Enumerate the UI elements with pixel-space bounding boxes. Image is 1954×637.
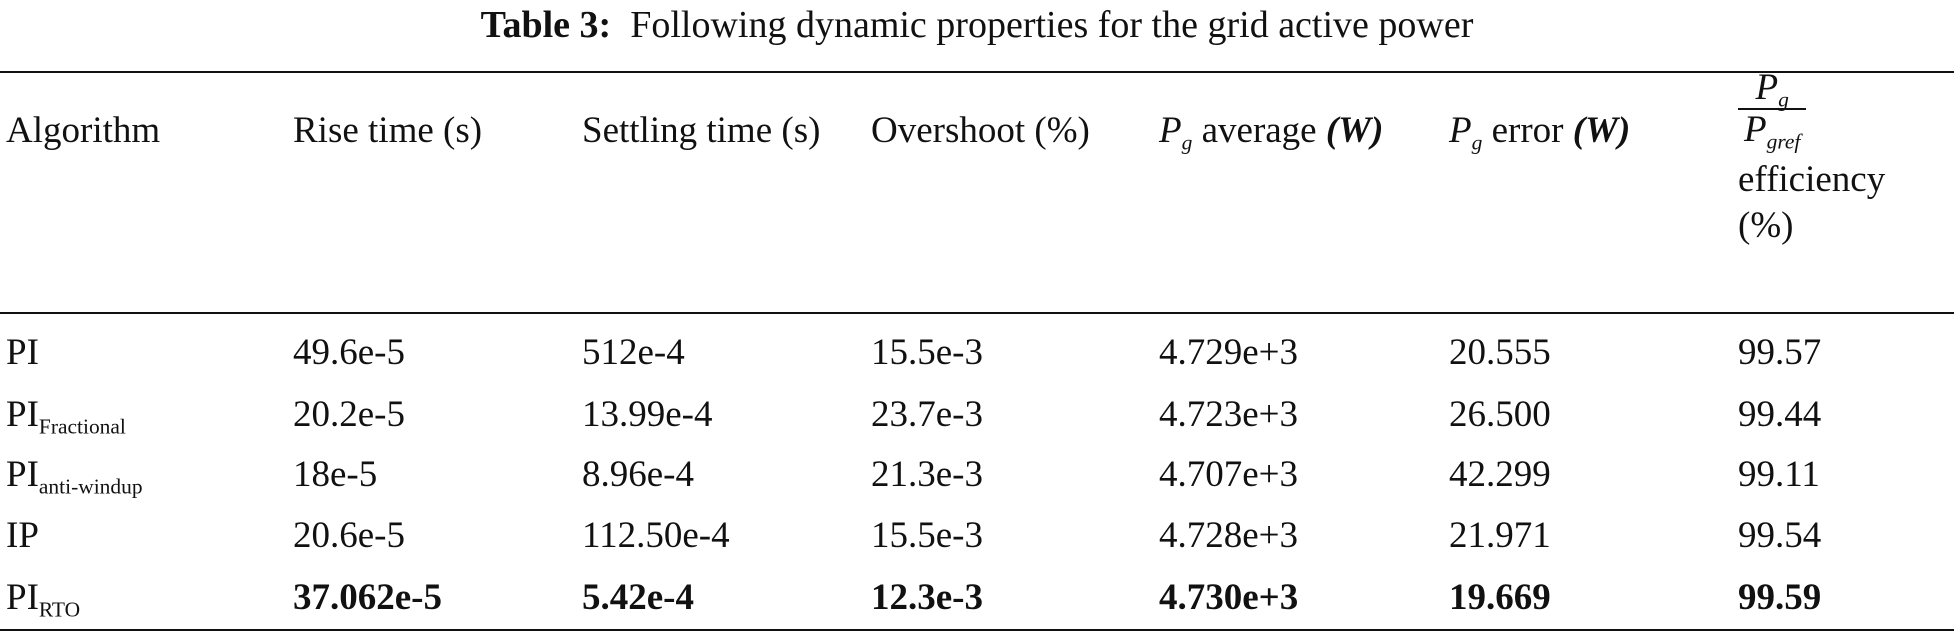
column-header: Pg error (W) — [1449, 108, 1729, 154]
table-cell: 99.44 — [1738, 394, 1822, 435]
header-text: Algorithm — [6, 110, 161, 151]
column-header: Pg Pgref efficiency (%) — [1738, 68, 1948, 249]
table-cell: 4.707e+3 — [1159, 454, 1299, 495]
table-cell: 99.11 — [1738, 454, 1820, 495]
algorithm-name: PI — [6, 577, 39, 618]
table-cell: 21.971 — [1449, 515, 1551, 556]
table-cell: 23.7e-3 — [871, 394, 983, 435]
subscript: g — [1778, 87, 1789, 112]
algorithm-subscript: RTO — [38, 597, 81, 622]
table-cell: 5.42e-4 — [582, 577, 694, 618]
table-cell: 21.3e-3 — [871, 454, 983, 495]
row-label: PIFractional — [6, 392, 286, 438]
row-label: PI — [6, 330, 286, 376]
caption-label: Table 3: — [480, 4, 612, 46]
table-cell: 4.730e+3 — [1159, 577, 1299, 618]
table-cell: 4.723e+3 — [1159, 394, 1299, 435]
numerator: Pg — [1738, 67, 1807, 112]
header-text: Settling time (s) — [582, 110, 821, 151]
subscript: gref — [1766, 129, 1801, 154]
subscript: g — [1181, 130, 1193, 155]
table-cell: 99.59 — [1738, 577, 1822, 618]
algorithm-name: PI — [6, 332, 39, 373]
top-rule — [0, 71, 1954, 73]
header-text: Rise time (s) — [293, 110, 483, 151]
table-cell: 37.062e-5 — [293, 577, 442, 618]
column-header: Overshoot (%) — [871, 108, 1101, 154]
table-cell: 4.729e+3 — [1159, 332, 1299, 373]
table-cell: 8.96e-4 — [582, 454, 694, 495]
table-cell: 4.728e+3 — [1159, 515, 1299, 556]
header-rule — [0, 312, 1954, 314]
header-unit: (%) — [1738, 205, 1794, 246]
table-cell: 20.6e-5 — [293, 515, 405, 556]
symbol: P — [1159, 110, 1182, 151]
table-cell: 42.299 — [1449, 454, 1551, 495]
column-header: Settling time (s) — [582, 108, 844, 154]
table-cell: 99.54 — [1738, 515, 1822, 556]
algorithm-subscript: anti-windup — [38, 474, 143, 499]
table-cell: 49.6e-5 — [293, 332, 405, 373]
column-header: Pg average (W) — [1159, 108, 1429, 154]
table-cell: 20.2e-5 — [293, 394, 405, 435]
algorithm-name: PI — [6, 394, 39, 435]
bottom-rule — [0, 629, 1954, 631]
column-header: Rise time (s) — [293, 108, 573, 154]
algorithm-name: PI — [6, 454, 39, 495]
algorithm-name: IP — [6, 515, 39, 556]
denominator: Pgref — [1738, 109, 1806, 153]
algorithm-subscript: Fractional — [38, 414, 126, 439]
header-text: efficiency — [1738, 159, 1886, 200]
header-unit: (W) — [1325, 110, 1384, 151]
table-cell: 13.99e-4 — [582, 394, 713, 435]
header-unit: (W) — [1572, 110, 1631, 151]
symbol: P — [1744, 109, 1767, 150]
header-text: error — [1491, 110, 1564, 151]
row-label: IP — [6, 513, 286, 559]
table-cell: 99.57 — [1738, 332, 1822, 373]
table-caption: Table 3: Following dynamic properties fo… — [0, 2, 1954, 48]
table-cell: 12.3e-3 — [871, 577, 983, 618]
symbol: P — [1449, 110, 1472, 151]
table-cell: 15.5e-3 — [871, 332, 983, 373]
header-text: Overshoot (%) — [871, 110, 1090, 151]
subscript: g — [1471, 130, 1483, 155]
symbol: P — [1755, 67, 1779, 108]
table-cell: 15.5e-3 — [871, 515, 983, 556]
table-cell: 19.669 — [1449, 577, 1551, 618]
column-header: Algorithm — [6, 108, 286, 154]
row-label: PIanti-windup — [6, 452, 286, 498]
fraction: Pg Pgref — [1738, 67, 1807, 153]
caption-title: Following dynamic properties for the gri… — [630, 4, 1474, 46]
table-cell: 26.500 — [1449, 394, 1551, 435]
table-cell: 20.555 — [1449, 332, 1551, 373]
table-cell: 112.50e-4 — [582, 515, 730, 556]
header-text: average — [1201, 110, 1317, 151]
table-cell: 18e-5 — [293, 454, 378, 495]
row-label: PIRTO — [6, 575, 286, 621]
table-cell: 512e-4 — [582, 332, 685, 373]
